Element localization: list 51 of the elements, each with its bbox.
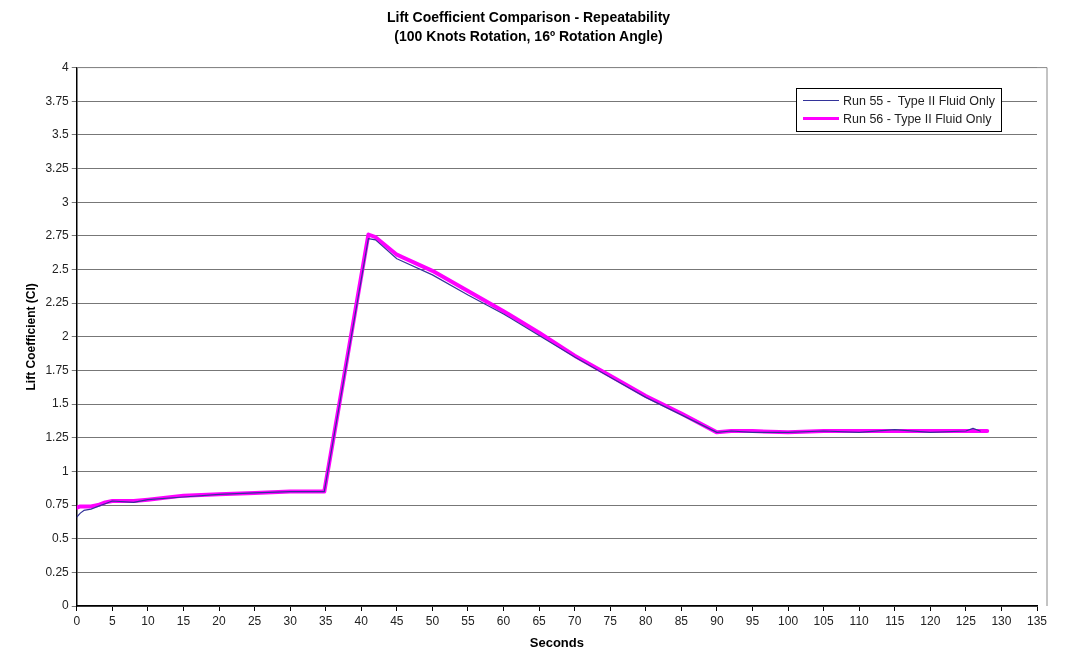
y-tick-label: 1.25: [45, 430, 70, 445]
x-tick-label: 5: [108, 613, 116, 628]
x-tick-label: 35: [319, 613, 333, 628]
legend-label: Run 56 - Type II Fluid Only: [843, 111, 992, 126]
x-tick-label: 0: [73, 613, 81, 628]
x-tick-label: 120: [920, 613, 941, 628]
x-tick-label: 85: [674, 613, 689, 628]
x-tick-label: 125: [955, 613, 977, 628]
x-tick-label: 95: [745, 613, 760, 628]
x-tick-label: 75: [603, 613, 618, 628]
chart-title: Lift Coefficient Comparison - Repeatability: [386, 9, 671, 26]
x-tick-label: 10: [141, 613, 155, 628]
y-tick-label: 0.75: [45, 497, 70, 512]
x-tick-label: 25: [247, 613, 262, 628]
x-tick-label: 70: [567, 613, 582, 628]
x-tick-label: 105: [813, 613, 834, 628]
y-tick-label: 1: [62, 463, 70, 478]
chart-subtitle: (100 Knots Rotation, 16º Rotation Angle): [394, 28, 663, 45]
y-tick-label: 1.75: [45, 362, 70, 377]
legend-label: Run 55 - Type II Fluid Only: [843, 93, 995, 108]
x-tick-label: 45: [390, 613, 404, 628]
y-axis-title: Lift Coefficient (Cl): [23, 283, 38, 391]
y-tick-label: 2.5: [52, 261, 70, 276]
x-tick-label: 30: [283, 613, 298, 628]
x-tick-label: 65: [532, 613, 547, 628]
y-tick-label: 2.75: [45, 228, 70, 243]
y-tick-label: 3: [62, 194, 70, 209]
y-tick-label: 0: [62, 598, 70, 613]
y-tick-label: 1.5: [52, 396, 70, 411]
y-tick-label: 0.25: [45, 564, 70, 579]
x-tick-label: 110: [849, 613, 870, 628]
x-tick-label: 15: [176, 613, 191, 628]
x-tick-label: 115: [885, 613, 905, 628]
x-tick-label: 60: [496, 613, 511, 628]
x-tick-label: 80: [639, 613, 653, 628]
y-tick-label: 4: [62, 59, 70, 74]
x-tick-label: 40: [354, 613, 369, 628]
x-tick-label: 20: [212, 613, 227, 628]
x-tick-label: 55: [461, 613, 475, 628]
x-tick-label: 130: [991, 613, 1012, 628]
x-tick-label: 135: [1026, 613, 1048, 628]
x-tick-label: 50: [425, 613, 440, 628]
y-tick-label: 2: [62, 329, 70, 344]
y-tick-label: 3.25: [45, 160, 70, 175]
x-tick-label: 100: [778, 613, 799, 628]
y-tick-label: 3.5: [52, 127, 70, 142]
y-tick-label: 3.75: [45, 93, 70, 108]
y-tick-label: 2.25: [45, 295, 70, 310]
y-tick-label: 0.5: [52, 531, 70, 546]
x-tick-label: 90: [710, 613, 724, 628]
x-axis-title: Seconds: [529, 634, 584, 650]
